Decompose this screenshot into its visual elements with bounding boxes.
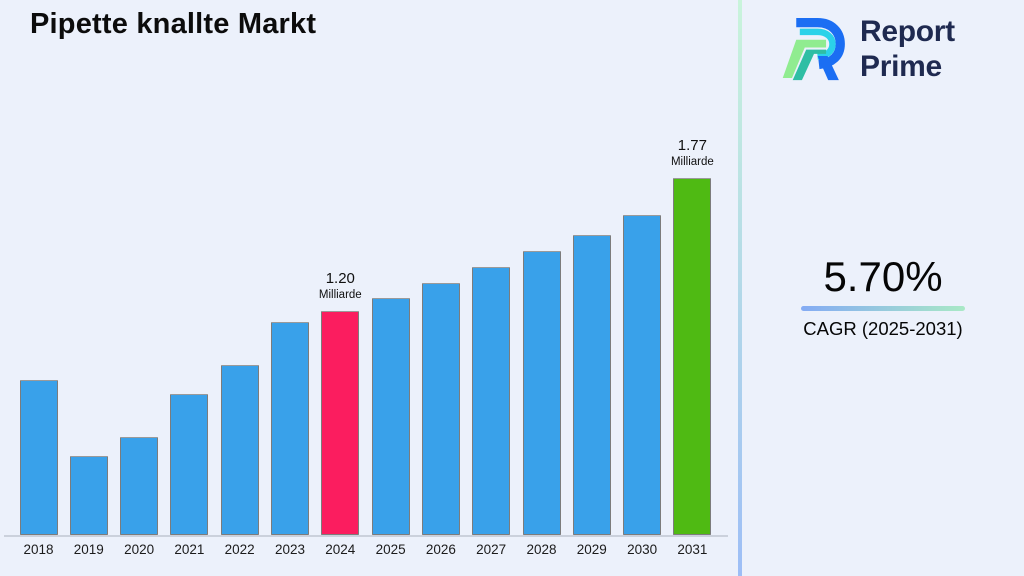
x-tick-2028: 2028: [526, 542, 557, 557]
cagr-panel: 5.70% CAGR (2025-2031): [797, 252, 969, 340]
bar-2028: [522, 251, 561, 535]
value-number-2031: 1.77: [677, 137, 707, 154]
x-tick-2027: 2027: [476, 542, 507, 557]
x-axis-line: [4, 535, 728, 537]
bar-2020: [120, 437, 159, 535]
report-prime-logo-icon: [782, 18, 845, 81]
brand-logo: Report Prime: [782, 12, 955, 84]
bar-2029: [572, 235, 611, 535]
bar-2024: [321, 311, 360, 535]
x-tick-2022: 2022: [224, 542, 255, 557]
bar-2025: [371, 298, 410, 535]
bar-2018: [19, 380, 58, 535]
value-label-2031: 1.77 Milliarde: [647, 136, 737, 169]
x-tick-2031: 2031: [677, 542, 708, 557]
x-tick-2026: 2026: [425, 542, 456, 557]
x-tick-2021: 2021: [174, 542, 205, 557]
brand-name-line1: Report: [860, 15, 955, 48]
value-unit-2031: Milliarde: [670, 156, 714, 168]
cagr-value: 5.70%: [823, 253, 943, 300]
x-tick-2018: 2018: [23, 542, 54, 557]
bar-2019: [69, 456, 108, 535]
x-tick-2029: 2029: [576, 542, 607, 557]
x-tick-2023: 2023: [274, 542, 306, 557]
value-label-2024: 1.20 Milliarde: [295, 269, 385, 302]
x-tick-2025: 2025: [375, 542, 406, 557]
page-title: Pipette knallte Markt: [30, 8, 317, 40]
value-number-2024: 1.20: [325, 270, 355, 287]
bar-2031: [673, 178, 712, 535]
x-tick-2019: 2019: [73, 542, 104, 557]
cagr-underline: [801, 306, 965, 311]
x-tick-2030: 2030: [627, 542, 658, 557]
bar-2021: [170, 394, 209, 535]
bar-chart: 2018 2019 2020 2021 2022 2023 2024 2025 2026 2027…: [4, 136, 737, 557]
bar-2023: [271, 322, 309, 535]
x-tick-2024: 2024: [325, 542, 356, 557]
x-tick-2020: 2020: [124, 542, 155, 557]
bar-2027: [472, 267, 511, 535]
value-unit-2024: Milliarde: [318, 289, 362, 301]
cagr-label: CAGR (2025-2031): [803, 317, 963, 339]
bar-2026: [421, 283, 460, 535]
bar-2030: [623, 215, 662, 535]
right-panel: Report Prime 5.70% CAGR (2025-2031): [742, 0, 1024, 576]
brand-name-line2: Prime: [860, 50, 942, 83]
panel-divider: [738, 0, 742, 576]
bar-2022: [220, 365, 259, 535]
brand-name: Report Prime: [860, 12, 955, 84]
